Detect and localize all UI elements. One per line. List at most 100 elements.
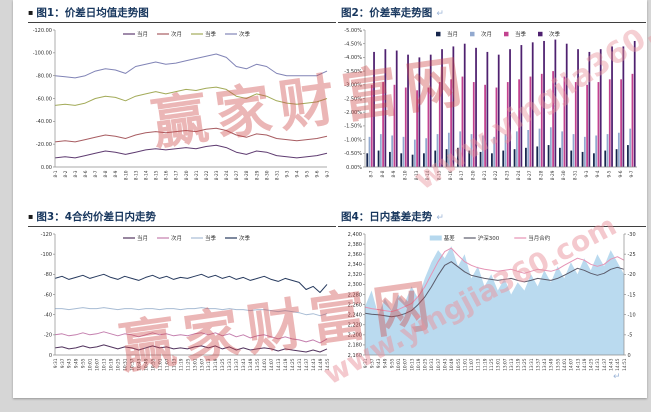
svg-text:8-31: 8-31 xyxy=(274,170,280,180)
svg-text:14:43: 14:43 xyxy=(311,358,317,371)
svg-text:8-10: 8-10 xyxy=(403,170,409,180)
svg-text:-1.00%: -1.00% xyxy=(344,137,362,143)
svg-text:11:25: 11:25 xyxy=(185,358,191,371)
svg-text:当季: 当季 xyxy=(205,30,217,38)
svg-text:11:01: 11:01 xyxy=(462,358,468,371)
svg-text:-60.00: -60.00 xyxy=(36,96,52,102)
svg-text:0: 0 xyxy=(49,353,52,359)
svg-text:-80.00: -80.00 xyxy=(36,73,52,79)
svg-text:11:13: 11:13 xyxy=(171,358,177,371)
svg-text:13:01: 13:01 xyxy=(192,358,198,371)
chart-spread-rate-bars: 0.00% -0.50% -1.00% -1.50% -2.00% -2.50% -3.00… xyxy=(338,25,642,193)
svg-text:9-6: 9-6 xyxy=(315,170,321,177)
svg-text:10:55: 10:55 xyxy=(150,358,156,371)
figure4-heading: 图4：日内基差走势 ↵ xyxy=(338,209,646,224)
list-bullet-icon: ▪ xyxy=(28,8,34,17)
figure2-title: 图2：价差率走势图 xyxy=(341,7,433,19)
svg-text:14:25: 14:25 xyxy=(589,358,595,371)
list-bullet-icon: ▪ xyxy=(28,212,34,221)
svg-text:13:25: 13:25 xyxy=(220,358,226,371)
svg-text:11:19: 11:19 xyxy=(178,358,184,371)
chart-intraday-spread-4contracts: 0 -20 -40 -60 -80 -100 -120 9:31 9:37 9:43 9:49 9:5… xyxy=(28,229,332,381)
svg-text:9:37: 9:37 xyxy=(369,358,375,368)
svg-text:13:07: 13:07 xyxy=(199,358,205,371)
svg-text:-20.00: -20.00 xyxy=(36,142,52,148)
document-page: ▪ 图1：价差日均值走势图 0.00 -20.00 -40.00 -60.00 -80.0… xyxy=(13,0,647,398)
svg-text:13:13: 13:13 xyxy=(206,358,212,371)
svg-text:14:51: 14:51 xyxy=(622,358,628,371)
chart-intraday-basis: 2,160 2,180 2,200 2,220 2,240 2,260 2,280 2,300… xyxy=(338,229,642,381)
svg-text:8-27: 8-27 xyxy=(234,170,240,180)
svg-text:11:01: 11:01 xyxy=(157,358,163,371)
svg-text:0: 0 xyxy=(628,353,631,359)
svg-text:8-23: 8-23 xyxy=(214,170,220,180)
svg-text:9-3: 9-3 xyxy=(584,170,590,177)
svg-text:14:37: 14:37 xyxy=(304,358,310,371)
svg-text:14:19: 14:19 xyxy=(582,358,588,371)
svg-text:11:07: 11:07 xyxy=(164,358,170,371)
svg-text:9-5: 9-5 xyxy=(607,170,613,177)
title-underline xyxy=(338,226,646,227)
svg-text:2,200: 2,200 xyxy=(348,333,362,339)
svg-text:-1.50%: -1.50% xyxy=(344,124,362,130)
svg-text:13:43: 13:43 xyxy=(241,358,247,371)
svg-text:9-7: 9-7 xyxy=(325,170,331,177)
title-underline xyxy=(338,22,646,23)
svg-text:次月: 次月 xyxy=(171,234,182,242)
svg-text:14:45: 14:45 xyxy=(615,358,621,371)
svg-text:9:31: 9:31 xyxy=(53,358,59,368)
svg-text:8-22: 8-22 xyxy=(204,170,210,180)
chart-daily-average-spread: 0.00 -20.00 -40.00 -60.00 -80.00 -100.00 -120.… xyxy=(28,25,332,193)
svg-text:13:37: 13:37 xyxy=(234,358,240,371)
svg-text:10:07: 10:07 xyxy=(95,358,101,371)
svg-text:13:19: 13:19 xyxy=(516,358,522,371)
svg-text:2,260: 2,260 xyxy=(348,302,362,308)
svg-text:8-24: 8-24 xyxy=(224,170,230,180)
svg-text:14:37: 14:37 xyxy=(602,358,608,371)
svg-text:10:07: 10:07 xyxy=(403,358,409,371)
svg-text:10:19: 10:19 xyxy=(416,358,422,371)
svg-text:-20: -20 xyxy=(44,333,52,339)
svg-text:14:01: 14:01 xyxy=(262,358,268,371)
svg-text:8-13: 8-13 xyxy=(414,170,420,180)
svg-text:-60: -60 xyxy=(44,292,52,298)
svg-text:8-28: 8-28 xyxy=(539,170,545,180)
svg-text:13:55: 13:55 xyxy=(555,358,561,371)
svg-text:9:55: 9:55 xyxy=(389,358,395,368)
figure4-title: 图4：日内基差走势 xyxy=(341,211,433,223)
svg-text:次季: 次季 xyxy=(239,30,251,38)
svg-text:-30: -30 xyxy=(628,232,636,238)
svg-text:11:07: 11:07 xyxy=(469,358,475,371)
svg-text:8-28: 8-28 xyxy=(244,170,250,180)
svg-text:10:55: 10:55 xyxy=(456,358,462,371)
svg-text:8-14: 8-14 xyxy=(425,170,431,180)
svg-text:-120: -120 xyxy=(41,232,52,238)
figure3-title: 图3：4合约价差日内走势 xyxy=(36,211,157,223)
svg-text:14:31: 14:31 xyxy=(595,358,601,371)
svg-text:10:25: 10:25 xyxy=(116,358,122,371)
svg-text:8-13: 8-13 xyxy=(133,170,139,180)
svg-text:13:49: 13:49 xyxy=(549,358,555,371)
svg-text:14:07: 14:07 xyxy=(269,358,275,371)
svg-text:10:19: 10:19 xyxy=(109,358,115,371)
svg-text:8-29: 8-29 xyxy=(550,170,556,180)
svg-text:8-3: 8-3 xyxy=(73,170,79,177)
svg-text:10:37: 10:37 xyxy=(436,358,442,371)
svg-text:13:25: 13:25 xyxy=(522,358,528,371)
svg-text:当月: 当月 xyxy=(447,30,458,38)
svg-text:8-9: 8-9 xyxy=(113,170,119,177)
svg-text:-100.00: -100.00 xyxy=(33,51,52,57)
svg-text:9:37: 9:37 xyxy=(60,358,66,368)
svg-text:次季: 次季 xyxy=(549,30,561,38)
svg-text:8-21: 8-21 xyxy=(482,170,488,180)
svg-text:8-23: 8-23 xyxy=(505,170,511,180)
svg-text:8-7: 8-7 xyxy=(369,170,375,177)
title-underline xyxy=(28,22,336,23)
svg-text:8-7: 8-7 xyxy=(93,170,99,177)
svg-text:10:31: 10:31 xyxy=(123,358,129,371)
figure3-panel: ▪ 图3：4合约价差日内走势 0 -20 -40 -60 -80 -100 -120 9:31 9… xyxy=(28,209,336,381)
svg-text:0.00: 0.00 xyxy=(41,165,52,171)
svg-text:-20: -20 xyxy=(628,272,636,278)
svg-text:8-15: 8-15 xyxy=(437,170,443,180)
figure1-title: 图1：价差日均值走势图 xyxy=(36,7,149,19)
